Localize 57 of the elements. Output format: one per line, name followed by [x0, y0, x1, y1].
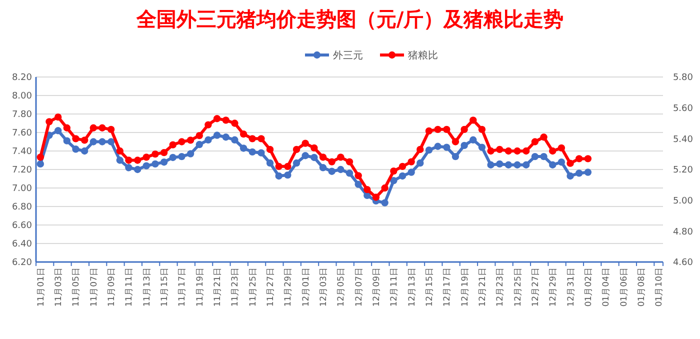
- x-tick-label: 12月11日: [390, 267, 400, 307]
- y2-tick-label: 5.20: [672, 166, 694, 176]
- legend-label: 外三元: [333, 50, 363, 62]
- legend-label: 猪粮比: [408, 50, 438, 62]
- x-tick-label: 01月04日: [602, 267, 612, 307]
- y-tick-label: 7.60: [12, 128, 32, 139]
- y-tick-label: 7.00: [12, 184, 32, 194]
- x-tick-label: 12月27日: [530, 267, 541, 307]
- x-tick-label: 11月03日: [54, 267, 64, 307]
- x-tick-label: 11月15日: [160, 267, 170, 307]
- y-tick-label: 8.20: [12, 73, 32, 84]
- x-tick-label: 12月21日: [478, 267, 488, 307]
- x-tick-label: 11月05日: [72, 267, 82, 307]
- y-tick-label: 6.80: [12, 202, 32, 213]
- x-tick-label: 11月13日: [142, 267, 152, 307]
- x-tick-label: 12月13日: [407, 267, 418, 307]
- x-tick-label: 01月08日: [636, 267, 647, 307]
- x-tick-label: 01月06日: [619, 267, 630, 307]
- x-tick-label: 12月07日: [354, 267, 364, 307]
- x-tick-label: 12月15日: [424, 267, 435, 307]
- y2-tick-label: 5.80: [672, 73, 694, 84]
- y2-tick-label: 4.60: [672, 258, 694, 268]
- x-tick-label: 11月07日: [89, 267, 100, 307]
- y-tick-label: 6.40: [12, 240, 32, 250]
- y-tick-label: 6.20: [12, 258, 32, 268]
- x-tick-label: 11月17日: [178, 267, 188, 307]
- x-tick-label: 11月23日: [230, 267, 241, 307]
- x-tick-label: 11月11日: [124, 267, 135, 307]
- x-tick-label: 12月19日: [460, 267, 470, 307]
- x-tick-label: 12月23日: [496, 267, 506, 307]
- x-tick-label: 12月25日: [513, 267, 524, 307]
- x-tick-label: 11月09日: [107, 267, 118, 307]
- x-tick-label: 12月05日: [336, 267, 347, 307]
- y2-tick-label: 5.60: [672, 104, 694, 114]
- x-tick-label: 11月29日: [284, 267, 294, 307]
- x-tick-label: 12月29日: [548, 267, 559, 307]
- x-tick-label: 12月03日: [319, 267, 330, 307]
- y-tick-label: 7.20: [12, 166, 32, 176]
- x-tick-label: 12月31日: [566, 267, 576, 307]
- y-tick-label: 8.00: [12, 92, 32, 102]
- x-tick-label: 11月21日: [213, 267, 224, 307]
- x-tick-label: 11月01日: [36, 267, 46, 307]
- y-tick-label: 7.40: [12, 147, 32, 158]
- x-tick-label: 01月10日: [654, 267, 665, 307]
- y-tick-label: 6.60: [12, 221, 32, 232]
- x-tick-label: 12月09日: [372, 267, 382, 307]
- x-tick-label: 11月19日: [195, 267, 206, 307]
- x-tick-label: 01月02日: [584, 267, 594, 307]
- y2-tick-label: 5.00: [672, 196, 694, 206]
- x-tick-label: 12月01日: [301, 267, 312, 307]
- x-tick-label: 11月27日: [266, 267, 276, 307]
- x-tick-label: 11月25日: [248, 267, 258, 307]
- y2-tick-label: 5.40: [672, 134, 694, 145]
- y-tick-label: 7.80: [12, 110, 32, 120]
- y2-tick-label: 4.80: [672, 227, 694, 238]
- x-tick-label: 12月17日: [442, 267, 453, 307]
- chart-title: 全国外三元猪均价走势图（元/斤）及猪粮比走势: [135, 7, 564, 31]
